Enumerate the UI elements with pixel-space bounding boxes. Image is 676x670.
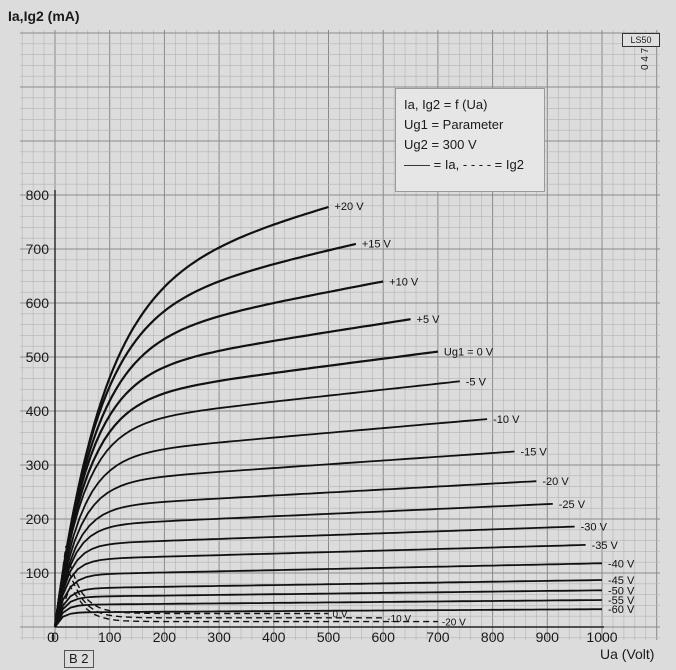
anode-curve [54,599,603,628]
y-tick-label: 100 [26,565,50,581]
anode-curve [53,318,411,628]
curve-label: -40 V [608,558,635,570]
x-axis-title: Ua (Volt) [600,646,655,662]
screen-curve-label: -20 V [442,618,466,629]
anode-curve [54,503,553,628]
anode-curve [54,544,586,628]
x-tick-label: 100 [98,629,122,645]
anode-curve [54,589,603,628]
datasheet-code: LS50 [622,33,660,47]
anode-curve [53,280,384,628]
anode-curve [54,380,460,628]
x-tick-label: 800 [481,629,505,645]
x-tick-label: 0 [51,629,59,645]
figure-label: B 2 [64,650,94,668]
legend-line-1: Ia, Ig2 = f (Ua) [404,97,488,112]
anode-curve [54,418,488,628]
x-tick-label: 600 [372,629,396,645]
x-tick-label: 0 [47,629,55,645]
curve-label: -55 V [608,595,635,607]
curve-label: -50 V [608,585,635,597]
curve-label: -25 V [559,499,586,511]
anode-curve [53,242,357,628]
curve-label: -30 V [581,522,608,534]
legend-line-3: Ug2 = 300 V [404,137,477,152]
anode-curve [53,205,329,628]
y-tick-label: 800 [26,187,50,203]
x-tick-label: 1000 [586,629,617,645]
anode-curve [54,525,575,628]
anode-curve [54,450,515,628]
y-tick-label: 600 [26,295,50,311]
x-tick-label: 900 [536,629,560,645]
x-tick-label: 700 [426,629,450,645]
curve-label: +15 V [362,239,392,251]
datasheet-subcode: 0 4 7 [640,47,651,70]
x-tick-label: 400 [262,629,286,645]
screen-grid-curve [54,567,384,628]
y-tick-label: 200 [26,511,50,527]
legend-box: Ia, Ig2 = f (Ua) Ug1 = Parameter Ug2 = 3… [395,88,545,192]
curve-label: -15 V [520,447,547,459]
x-tick-label: 300 [207,629,231,645]
x-tick-label: 500 [317,629,341,645]
curve-label: +5 V [417,314,441,326]
curve-label: -35 V [592,540,619,552]
y-axis-title: Ia,Ig2 (mA) [8,8,80,24]
x-tick-label: 200 [153,629,177,645]
legend-line-2: Ug1 = Parameter [404,117,504,132]
curve-label: +10 V [389,276,419,288]
curve-label: +20 V [335,201,365,213]
curve-label: Ug1 = 0 V [444,347,494,359]
anode-curve [54,608,602,628]
screen-grid-curve [54,545,329,628]
screen-curve-label: 0 V [333,610,348,621]
y-tick-label: 700 [26,241,50,257]
legend-line-4: —— = Ia, - - - - = Ig2 [404,157,524,172]
screen-grid-curve [54,585,438,628]
y-tick-label: 400 [26,403,50,419]
curve-label: -20 V [542,476,569,488]
curve-label: -60 V [608,604,635,616]
anode-curve [54,562,603,628]
curve-label: -10 V [493,414,520,426]
y-tick-label: 500 [26,349,50,365]
anode-curve [54,480,537,628]
curve-label: -45 V [608,575,635,587]
anode-curve [54,579,603,628]
y-tick-label: 300 [26,457,50,473]
curve-label: -5 V [466,376,487,388]
anode-curve [53,350,439,628]
screen-curve-label: -10 V [387,614,411,625]
